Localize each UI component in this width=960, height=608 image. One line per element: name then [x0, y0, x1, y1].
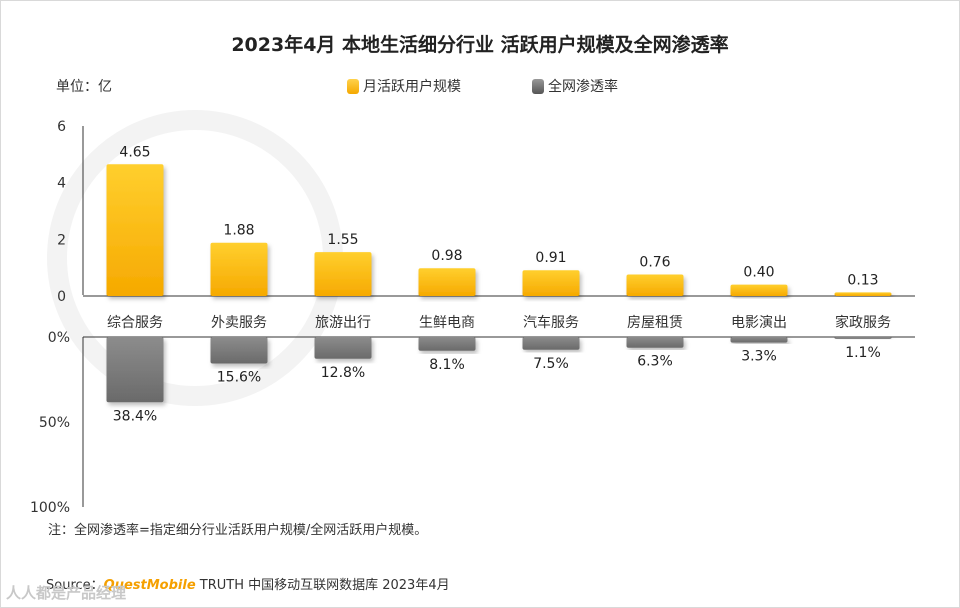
- category-label: 旅游出行: [315, 315, 371, 331]
- mau-data-label: 4.65: [119, 144, 150, 160]
- category-label: 综合服务: [107, 315, 163, 331]
- top-y-tick-label: 0: [57, 289, 66, 305]
- category-label: 汽车服务: [523, 314, 579, 331]
- category-label: 家政服务: [835, 314, 891, 331]
- category-label: 生鲜电商: [419, 315, 475, 331]
- mau-bar: [210, 242, 268, 296]
- penetration-data-label: 1.1%: [845, 345, 881, 361]
- top-y-tick-label: 4: [57, 176, 66, 192]
- mau-data-label: 0.76: [639, 254, 670, 270]
- bottom-y-tick-label: 100%: [30, 500, 70, 516]
- penetration-bar: [730, 337, 788, 343]
- category-label: 电影演出: [731, 315, 787, 331]
- mau-data-label: 1.55: [327, 232, 358, 248]
- penetration-data-label: 15.6%: [217, 370, 261, 386]
- penetration-data-label: 6.3%: [637, 354, 673, 370]
- mau-data-label: 0.98: [431, 248, 462, 264]
- bottom-y-tick-label: 50%: [39, 415, 70, 431]
- penetration-bar: [106, 337, 164, 403]
- bottom-y-tick-label: 0%: [48, 330, 70, 346]
- watermark-text: 人人都是产品经理: [6, 584, 127, 602]
- top-y-tick-label: 2: [57, 232, 66, 248]
- legend-label-mau: 月活跃用户规模: [363, 79, 461, 95]
- source-line: Source：QuestMobile TRUTH 中国移动互联网数据库 2023…: [46, 574, 450, 593]
- mau-data-label: 0.13: [847, 272, 878, 288]
- penetration-bar: [626, 337, 684, 348]
- legend-swatch-mau: [347, 78, 359, 94]
- chart-title: 2023年4月 本地生活细分行业 活跃用户规模及全网渗透率: [231, 34, 729, 56]
- mau-bar: [834, 292, 892, 296]
- watermark-ring: [47, 110, 343, 406]
- mau-bar: [418, 268, 476, 296]
- penetration-data-label: 3.3%: [741, 349, 777, 365]
- source-prefix: Source：: [46, 578, 104, 593]
- penetration-bar: [314, 337, 372, 359]
- mau-data-label: 0.91: [535, 250, 566, 266]
- mau-bar: [626, 274, 684, 296]
- legend-swatch-penetration: [532, 78, 544, 94]
- category-label: 房屋租赁: [627, 315, 683, 331]
- legend-item-mau: 月活跃用户规模: [347, 76, 461, 96]
- mau-data-label: 0.40: [743, 265, 774, 281]
- penetration-bar: [834, 337, 892, 339]
- source-brand: QuestMobile: [103, 578, 196, 593]
- unit-label: 单位：亿: [56, 79, 112, 95]
- mau-bar: [106, 164, 164, 296]
- penetration-bar: [418, 337, 476, 351]
- legend-item-penetration: 全网渗透率: [532, 76, 618, 96]
- mau-bar: [314, 252, 372, 296]
- mau-data-label: 1.88: [223, 223, 254, 239]
- penetration-bar: [210, 337, 268, 364]
- category-label: 外卖服务: [211, 315, 267, 331]
- legend-label-penetration: 全网渗透率: [548, 79, 618, 95]
- penetration-data-label: 7.5%: [533, 356, 569, 372]
- penetration-bar: [522, 337, 580, 350]
- footnote: 注：全网渗透率=指定细分行业活跃用户规模/全网活跃用户规模。: [48, 523, 428, 538]
- penetration-data-label: 12.8%: [321, 365, 365, 381]
- top-y-tick-label: 6: [57, 119, 66, 135]
- penetration-data-label: 8.1%: [429, 357, 465, 373]
- mau-bar: [730, 284, 788, 296]
- mau-bar: [522, 270, 580, 296]
- source-rest: TRUTH 中国移动互联网数据库 2023年4月: [195, 578, 450, 593]
- penetration-data-label: 38.4%: [113, 408, 157, 424]
